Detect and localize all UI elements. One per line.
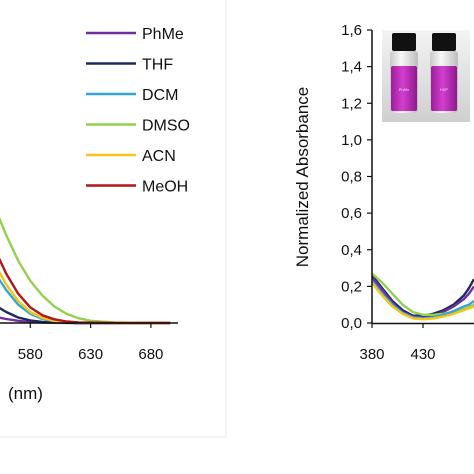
right-y-axis-title: Normalized Absorbance: [293, 87, 312, 267]
right-x-ticks: 380 430: [359, 323, 436, 363]
right-y-tick-label: 1,6: [341, 22, 362, 39]
left-x-ticks: 580 630 680: [18, 323, 163, 363]
right-y-tick-label: 1,0: [341, 132, 362, 149]
vial-liquid-right: [431, 66, 457, 111]
right-series-group: [371, 272, 474, 321]
right-y-tick-label: 0,2: [341, 278, 362, 295]
legend-label-meoh: MeOH: [142, 179, 188, 196]
right-spectrum-chart: 0,0 0,2 0,4 0,6 0,8 1,0 1,2 1,4 1,6 380 430 Norma…: [293, 22, 474, 363]
vials-photo-inset: PhMe HSP: [382, 30, 470, 122]
left-series-acn-line: [0, 270, 171, 325]
vial-label-right: HSP: [440, 87, 449, 92]
right-y-tick-label: 0,6: [341, 205, 362, 222]
left-x-tick-label: 630: [78, 346, 103, 363]
left-series-dmso-line: [0, 216, 171, 325]
right-y-tick-label: 0,8: [341, 169, 362, 186]
right-x-tick-label: 430: [410, 346, 435, 363]
left-spectrum-chart: 580 630 680 (nm): [0, 216, 178, 403]
right-series-line-5: [371, 281, 474, 321]
left-series-group: [0, 216, 171, 325]
left-series-meoh-line: [0, 257, 171, 325]
vial-cap-left: [392, 33, 416, 51]
left-x-tick-label: 680: [138, 346, 163, 363]
legend-label-thf: THF: [142, 57, 173, 74]
right-y-tick-label: 1,4: [341, 59, 362, 76]
chart-legend: PhMe THF DCM DMSO ACN MeOH: [86, 26, 190, 196]
right-y-tick-label: 1,2: [341, 95, 362, 112]
legend-label-dcm: DCM: [142, 87, 178, 104]
vial-cap-right: [432, 33, 456, 51]
right-y-ticks: 0,0 0,2 0,4 0,6 0,8 1,0 1,2 1,4 1,6: [341, 22, 372, 332]
right-x-tick-label: 380: [359, 346, 384, 363]
right-series-line-2: [371, 276, 474, 319]
legend-label-acn: ACN: [142, 148, 176, 165]
left-x-tick-label: 580: [18, 346, 43, 363]
vial-liquid-left: [391, 66, 417, 111]
left-x-axis-title: (nm): [8, 384, 43, 403]
legend-label-dmso: DMSO: [142, 118, 190, 135]
legend-label-phme: PhMe: [142, 26, 184, 43]
left-series-phme-line: [0, 316, 171, 325]
vial-label-left: PhMe: [399, 87, 410, 92]
right-y-tick-label: 0,4: [341, 242, 362, 259]
right-y-tick-label: 0,0: [341, 315, 362, 332]
left-series-thf-line: [0, 306, 171, 325]
